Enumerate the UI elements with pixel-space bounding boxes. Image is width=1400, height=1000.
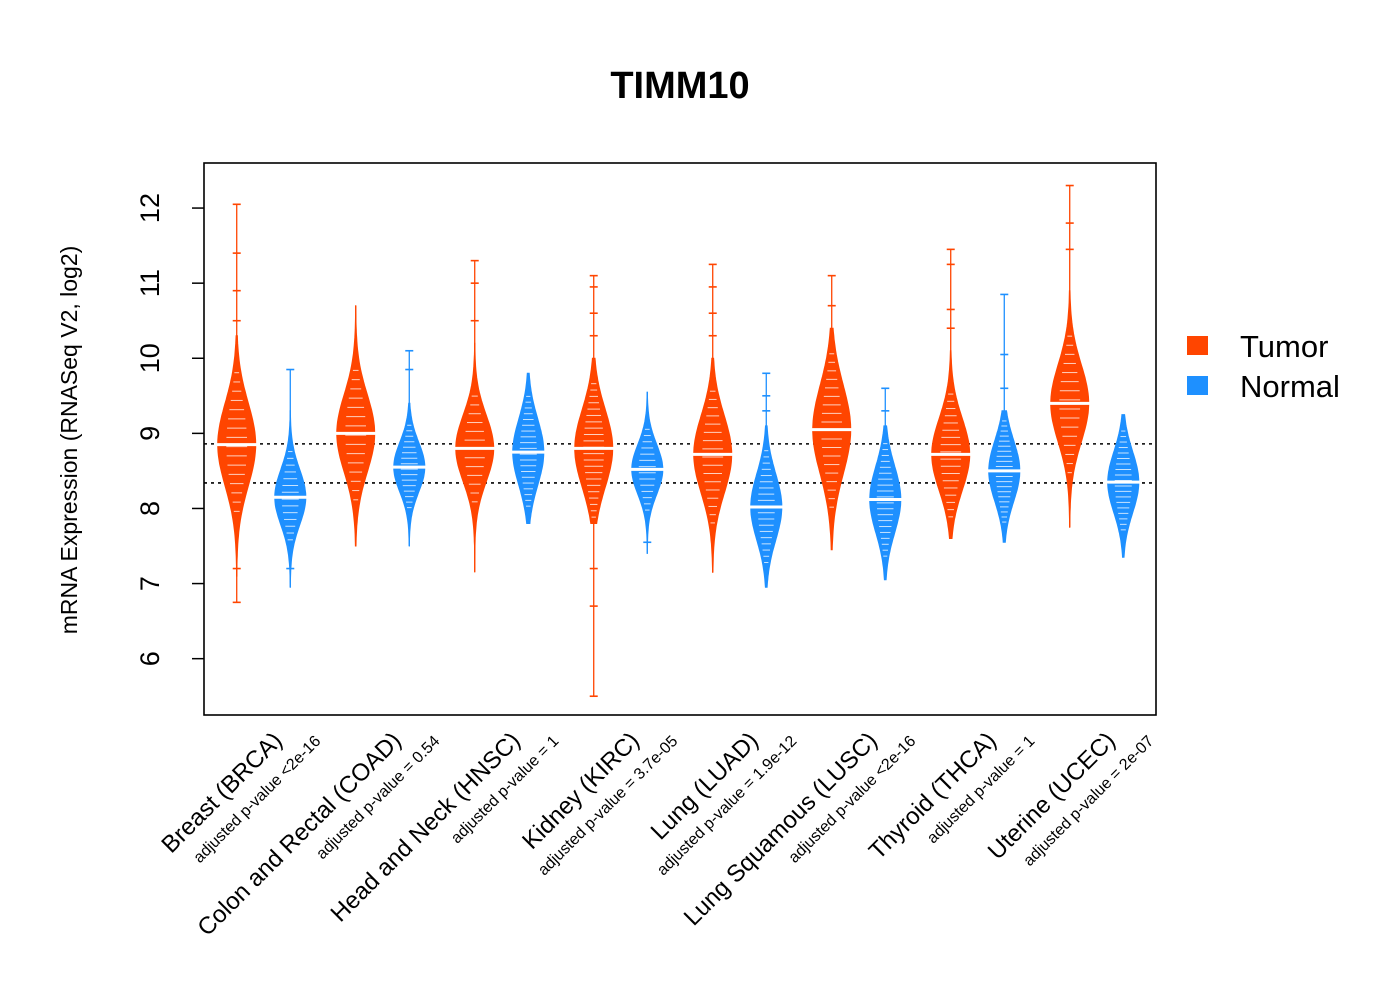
x-axis: Breast (BRCA)adjusted p-value <2e-16Colo… [156,727,1157,941]
legend: Tumor Normal [1187,329,1340,404]
violin-tumor [691,263,734,573]
violins [215,184,1141,698]
violin-normal [986,293,1022,543]
violin-normal [391,349,427,547]
y-tick-label: 6 [135,651,165,666]
y-tick-label: 11 [135,269,165,297]
violin-tumor [929,248,972,539]
y-tick-label: 12 [135,193,165,223]
legend-swatch-normal [1187,376,1208,395]
violin-tumor [810,274,853,551]
legend-label-normal: Normal [1240,369,1340,404]
plot-frame [203,162,1157,716]
y-axis: 6 7 8 9 10 11 12 [135,193,204,666]
y-tick-label: 8 [135,501,165,516]
violin-tumor [453,259,496,573]
violin-tumor [215,203,258,604]
violin-tumor [572,274,615,698]
chart-title: TIMM10 [610,65,749,107]
violin-normal [629,391,665,554]
y-tick-label: 10 [135,343,165,373]
legend-swatch-tumor [1187,336,1208,355]
violin-tumor [334,305,377,547]
violin-normal [510,372,546,524]
legend-label-tumor: Tumor [1240,329,1328,364]
violin-tumor [1048,184,1091,528]
y-tick-label: 9 [135,426,165,441]
violin-normal [748,372,784,588]
y-tick-label: 7 [135,576,165,591]
y-axis-label: mRNA Expression (RNASeq V2, log2) [56,246,82,635]
violin-normal [867,387,903,581]
violin-normal [272,368,308,588]
violin-normal [1105,414,1141,558]
